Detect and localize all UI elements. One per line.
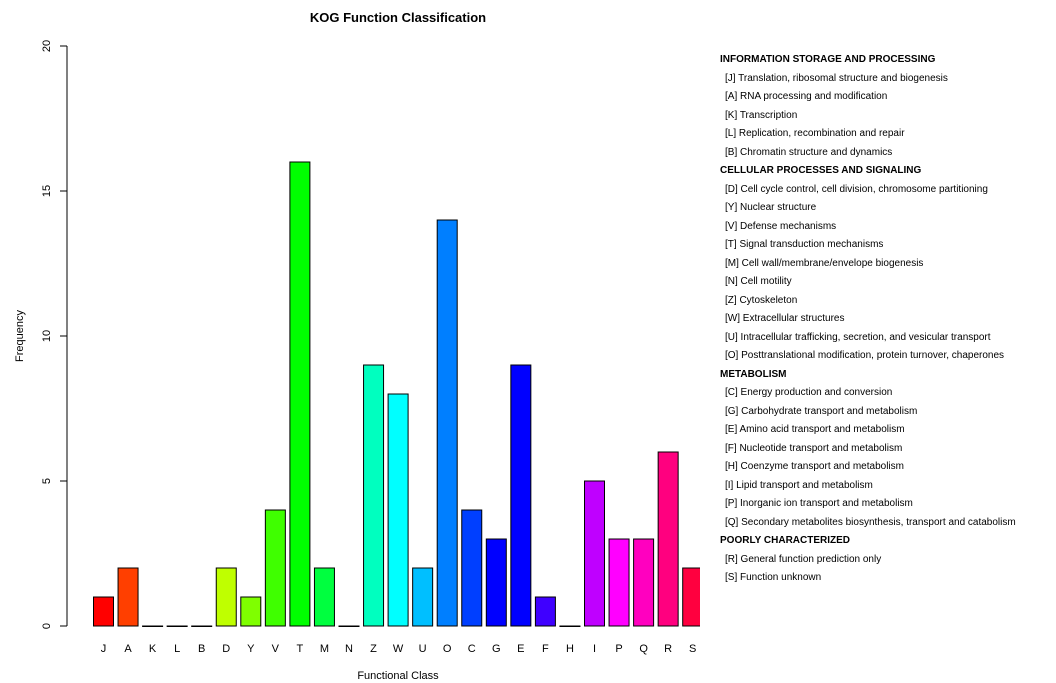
y-tick-label: 10 (41, 330, 53, 342)
legend-group-heading: POORLY CHARACTERIZED (720, 535, 851, 546)
bar-O (436, 219, 458, 627)
bar-S (682, 567, 700, 627)
x-tick-label: K (149, 643, 157, 655)
x-tick-label: J (101, 643, 107, 655)
x-tick-label: E (517, 643, 524, 655)
x-tick-label: I (593, 643, 596, 655)
x-tick-label: G (492, 643, 501, 655)
legend-item: [W] Extracellular structures (725, 313, 845, 324)
legend-item: [Q] Secondary metabolites biosynthesis, … (725, 516, 1016, 528)
legend-item: [B] Chromatin structure and dynamics (725, 146, 893, 158)
legend-group-heading: CELLULAR PROCESSES AND SIGNALING (720, 165, 922, 176)
legend: INFORMATION STORAGE AND PROCESSING [J] Tr… (720, 51, 1050, 588)
legend-item: [N] Cell motility (725, 276, 792, 287)
x-tick-label: Z (370, 643, 377, 655)
bar-P (608, 538, 630, 627)
x-tick-label: H (566, 643, 574, 655)
x-tick-label: L (174, 643, 180, 655)
legend-item: [G] Carbohydrate transport and metabolis… (725, 405, 918, 417)
x-tick-label: U (419, 643, 427, 655)
legend-item: [V] Defense mechanisms (725, 220, 837, 232)
bar-H (559, 625, 581, 627)
legend-item: [H] Coenzyme transport and metabolism (725, 461, 904, 472)
x-tick-label: T (297, 643, 304, 655)
y-tick-label: 0 (41, 623, 53, 629)
legend-group-heading: INFORMATION STORAGE AND PROCESSING (720, 54, 936, 65)
x-tick-label: W (393, 643, 404, 655)
x-tick-label: V (272, 643, 280, 655)
legend-item: [Z] Cytoskeleton (725, 294, 798, 306)
x-axis-label: Functional Class (357, 670, 439, 682)
legend-item: [S] Function unknown (725, 572, 822, 583)
bars-group (93, 161, 700, 627)
legend-item: [Y] Nuclear structure (725, 202, 817, 213)
legend-item: [A] RNA processing and modification (725, 91, 888, 102)
legend-item: [E] Amino acid transport and metabolism (725, 424, 905, 435)
x-tick-label: P (615, 643, 622, 655)
legend-item: [I] Lipid transport and metabolism (725, 479, 873, 491)
legend-item: [M] Cell wall/membrane/envelope biogenes… (725, 257, 924, 269)
x-tick-label: F (542, 643, 549, 655)
bar-R (657, 451, 679, 627)
x-tick-label: Q (639, 643, 648, 655)
x-tick-label: C (468, 643, 476, 655)
bar-K (142, 625, 164, 627)
x-tick-label: O (443, 643, 452, 655)
bar-Q (633, 538, 655, 627)
legend-item: [U] Intracellular trafficking, secretion… (725, 331, 991, 343)
bar-I (584, 480, 605, 627)
bar-L (166, 625, 188, 627)
legend-item: [C] Energy production and conversion (725, 387, 893, 398)
bar-C (461, 509, 483, 627)
legend-item: [O] Posttranslational modification, prot… (725, 350, 1005, 361)
y-tick-label: 15 (41, 185, 53, 197)
legend-item: [L] Replication, recombination and repai… (725, 128, 905, 139)
y-tick-label: 20 (41, 40, 53, 52)
x-tick-label: S (689, 643, 696, 655)
bar-Y (240, 596, 262, 627)
y-tick-label: 5 (41, 478, 53, 484)
x-tick-label: B (198, 643, 205, 655)
bar-M (313, 567, 335, 627)
legend-item: [J] Translation, ribosomal structure and… (725, 72, 948, 84)
bar-G (485, 538, 507, 627)
y-axis-ticks: 0 5 10 15 20 (41, 40, 67, 629)
kog-bar-chart: KOG Function Classification Frequency Fu… (14, 10, 700, 682)
x-tick-label: M (320, 643, 329, 655)
bar-V (264, 509, 286, 627)
bar-W (387, 393, 409, 627)
legend-item: [P] Inorganic ion transport and metaboli… (725, 498, 913, 509)
chart-title: KOG Function Classification (310, 10, 486, 25)
bar-E (510, 364, 532, 627)
bar-N (338, 625, 360, 627)
x-tick-label: D (222, 643, 230, 655)
legend-group-heading: METABOLISM (720, 368, 787, 380)
legend-item: [T] Signal transduction mechanisms (725, 239, 884, 250)
x-tick-label: N (345, 643, 353, 655)
x-tick-label: R (664, 643, 672, 655)
y-axis-label: Frequency (14, 310, 26, 362)
bar-B (191, 625, 213, 627)
bar-Z (363, 364, 385, 627)
bar-A (117, 567, 139, 627)
bar-F (534, 596, 556, 627)
x-tick-label: A (124, 643, 132, 655)
bar-T (289, 161, 311, 627)
bar-J (93, 596, 114, 627)
legend-item: [F] Nucleotide transport and metabolism (725, 442, 903, 454)
legend-item: [R] General function prediction only (725, 553, 882, 565)
bar-U (412, 567, 434, 627)
bar-D (215, 567, 237, 627)
legend-item: [D] Cell cycle control, cell division, c… (725, 183, 988, 195)
legend-item: [K] Transcription (725, 109, 798, 121)
x-tick-label: Y (247, 643, 255, 655)
